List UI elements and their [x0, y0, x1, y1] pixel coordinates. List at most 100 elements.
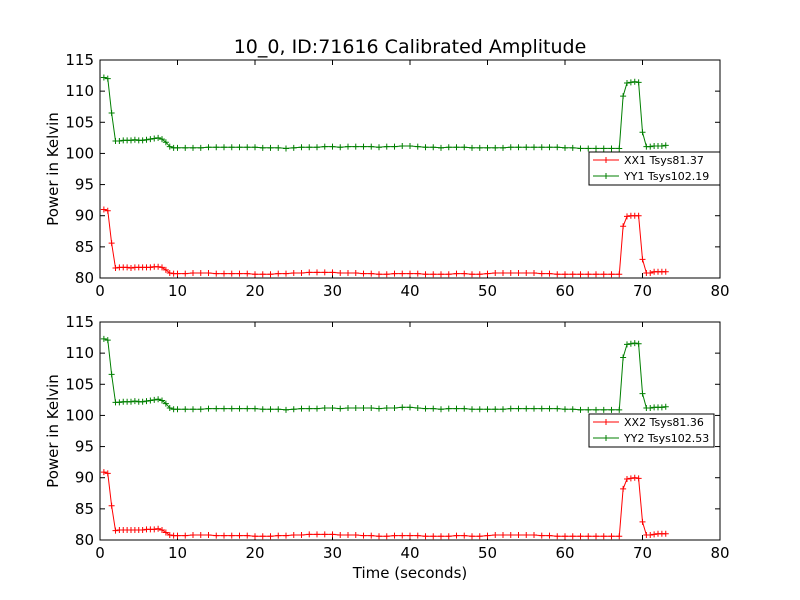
- data-point: [538, 270, 545, 277]
- x-tick-label: 60: [555, 544, 574, 562]
- data-point: [290, 144, 297, 151]
- data-point: [112, 527, 119, 534]
- data-point: [368, 270, 375, 277]
- data-point: [197, 144, 204, 151]
- data-point: [360, 532, 367, 539]
- data-point: [298, 532, 305, 539]
- data-point: [352, 404, 359, 411]
- data-point: [337, 532, 344, 539]
- legend-box: [588, 151, 721, 186]
- data-point: [143, 398, 150, 405]
- data-point: [360, 404, 367, 411]
- data-point: [108, 502, 115, 509]
- data-point: [627, 340, 634, 347]
- data-point: [562, 533, 568, 540]
- data-point: [620, 223, 627, 230]
- data-point: [131, 136, 138, 143]
- data-point: [182, 532, 189, 539]
- data-point: [593, 145, 599, 152]
- data-point: [267, 406, 274, 413]
- y-axis-label: Power in Kelvin: [44, 374, 62, 488]
- data-point: [523, 144, 530, 151]
- data-point: [453, 532, 460, 539]
- data-point: [651, 531, 658, 538]
- data-point: [252, 271, 258, 278]
- y-tick-label: 115: [65, 51, 94, 69]
- data-point: [391, 143, 398, 150]
- data-point: [620, 354, 627, 361]
- data-point: [453, 405, 460, 412]
- data-point: [608, 533, 615, 540]
- data-point: [314, 144, 320, 151]
- data-point: [155, 396, 162, 403]
- data-point: [159, 397, 165, 404]
- data-point: [151, 526, 158, 533]
- data-point: [104, 75, 111, 82]
- data-point: [593, 533, 599, 540]
- data-point: [166, 404, 173, 411]
- data-point: [337, 144, 344, 151]
- data-point: [329, 404, 336, 411]
- data-point: [635, 79, 642, 86]
- data-point: [500, 144, 506, 151]
- x-tick-label: 10: [168, 282, 187, 300]
- data-point: [228, 532, 235, 539]
- data-point: [143, 136, 150, 143]
- data-point: [360, 270, 367, 277]
- data-point: [631, 78, 638, 85]
- data-point: [139, 527, 146, 534]
- data-point: [492, 270, 499, 277]
- data-point: [259, 406, 266, 413]
- data-point: [635, 475, 642, 482]
- x-tick-label: 80: [710, 544, 729, 562]
- data-point: [569, 533, 576, 540]
- data-point: [492, 532, 499, 539]
- data-point: [554, 405, 561, 412]
- data-point: [236, 144, 243, 151]
- data-point: [616, 145, 623, 152]
- data-point: [600, 533, 607, 540]
- x-tick-label: 60: [555, 282, 574, 300]
- data-point: [190, 270, 196, 277]
- data-point: [484, 406, 491, 413]
- data-point: [128, 265, 134, 272]
- data-point: [531, 405, 537, 412]
- data-point: [197, 406, 204, 413]
- data-point: [376, 144, 382, 151]
- data-point: [314, 531, 320, 538]
- data-point: [162, 529, 169, 536]
- data-point: [376, 271, 382, 278]
- data-point: [422, 271, 429, 278]
- data-point: [407, 270, 413, 277]
- data-point: [213, 532, 220, 539]
- data-point: [306, 269, 313, 276]
- data-point: [500, 270, 506, 277]
- data-point: [469, 144, 475, 151]
- data-point: [290, 532, 297, 539]
- data-point: [422, 144, 429, 151]
- data-point: [174, 270, 181, 277]
- data-point: [484, 270, 491, 277]
- data-point: [376, 533, 382, 540]
- data-point: [139, 398, 146, 405]
- data-point: [190, 144, 196, 151]
- data-point: [538, 144, 545, 151]
- x-tick-label: 0: [95, 282, 105, 300]
- data-point: [624, 213, 630, 220]
- data-point: [360, 143, 367, 150]
- data-point: [635, 340, 642, 347]
- data-point: [422, 533, 429, 540]
- data-point: [190, 532, 196, 539]
- data-point: [259, 271, 266, 278]
- data-point: [445, 144, 452, 151]
- data-point: [399, 270, 406, 277]
- data-point: [252, 533, 258, 540]
- data-point: [166, 270, 173, 277]
- data-point: [162, 139, 169, 146]
- data-point: [205, 405, 212, 412]
- data-point: [662, 268, 669, 275]
- data-point: [430, 144, 437, 151]
- data-point: [476, 144, 483, 151]
- data-point: [585, 271, 592, 278]
